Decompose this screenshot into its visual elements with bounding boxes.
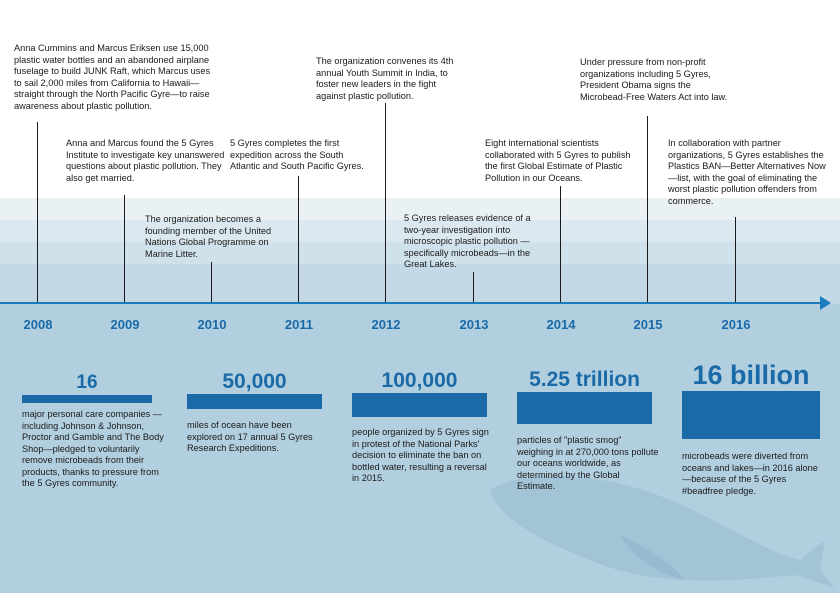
stat-value: 5.25 trillion — [529, 368, 640, 391]
tick-2013 — [473, 272, 474, 302]
tick-2010 — [211, 262, 212, 302]
year-label: 2009 — [110, 317, 140, 332]
tick-2016 — [735, 217, 736, 302]
event-2013: 5 Gyres releases evidence of a two-year … — [404, 213, 531, 269]
event-2011: 5 Gyres completes the first expedition a… — [230, 138, 364, 171]
tick-2009 — [124, 195, 125, 302]
event-2015: Under pressure from non-profit organizat… — [580, 57, 728, 102]
stat-bar — [352, 393, 487, 417]
stat-bar — [22, 395, 152, 403]
stat-bar — [187, 394, 322, 409]
event-2010: The organization becomes a founding memb… — [145, 214, 272, 259]
event-2014: Eight international scientists collabora… — [485, 138, 631, 183]
sky-band-3 — [0, 242, 840, 264]
year-label: 2012 — [371, 317, 401, 332]
year-label: 2010 — [197, 317, 227, 332]
year-label: 2011 — [284, 317, 314, 332]
stat-desc: miles of ocean have been explored on 17 … — [187, 420, 313, 453]
whale-illustration — [490, 476, 835, 588]
sky-band-2 — [0, 220, 840, 242]
event-2009: Anna and Marcus found the 5 Gyres Instit… — [66, 138, 225, 183]
stat-value: 16 — [76, 372, 98, 393]
year-label: 2008 — [23, 317, 53, 332]
stat-bar — [517, 392, 652, 424]
tick-2012 — [385, 103, 386, 302]
tick-2015 — [647, 116, 648, 302]
tick-2008 — [37, 122, 38, 302]
timeline-arrow-icon — [820, 296, 831, 310]
timeline-axis — [0, 302, 826, 304]
stat-value: 50,000 — [222, 370, 287, 393]
sky-band-4 — [0, 264, 840, 304]
sky-band-1 — [0, 198, 840, 220]
tick-2011 — [298, 176, 299, 302]
stat-desc: people organized by 5 Gyres sign in prot… — [352, 427, 489, 483]
year-label: 2013 — [459, 317, 489, 332]
event-2016: In collaboration with partner organizati… — [668, 138, 826, 206]
tick-2014 — [560, 186, 561, 302]
year-label: 2014 — [546, 317, 576, 332]
event-2008: Anna Cummins and Marcus Eriksen use 15,0… — [14, 43, 211, 111]
stat-value: 16 billion — [692, 360, 810, 390]
stat-value: 100,000 — [381, 369, 458, 392]
stat-desc: microbeads were diverted from oceans and… — [682, 451, 818, 496]
event-2012: The organization convenes its 4th annual… — [316, 56, 454, 101]
year-label: 2015 — [633, 317, 663, 332]
year-label: 2016 — [721, 317, 751, 332]
stat-bar — [682, 391, 820, 439]
stat-desc: particles of "plastic smog" weighing in … — [517, 435, 659, 491]
stat-desc: major personal care companies —including… — [22, 409, 164, 488]
